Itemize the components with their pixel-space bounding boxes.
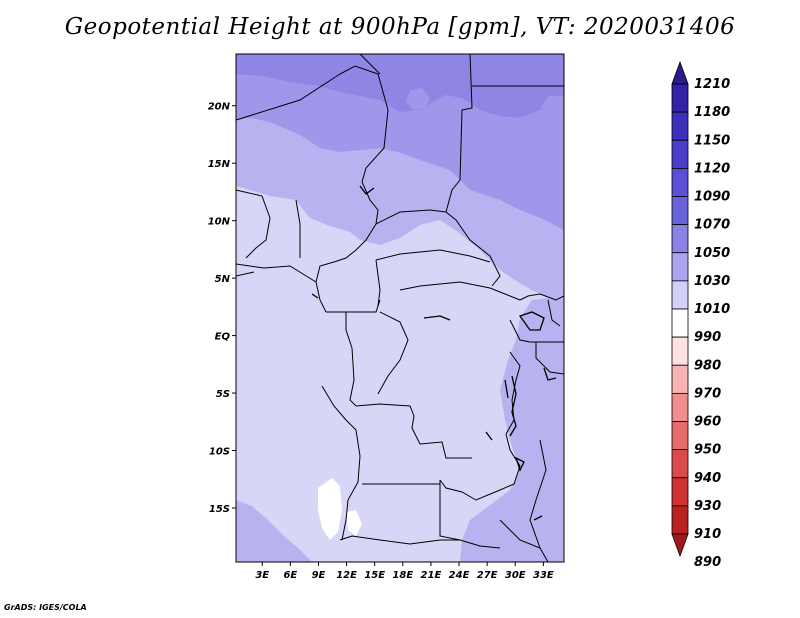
lon-tick-label: 33E [533,570,554,581]
latitude-axis: 20N 15N 10N 5N EQ 5S 10S 15S [208,102,236,515]
colorbar-segment [671,224,689,254]
colorbar-label: 970 [694,386,721,401]
grads-credit: GrADS: IGES/COLA [4,603,87,612]
colorbar-segment [671,252,689,282]
colorbar-label: 990 [694,330,721,345]
colorbar-top-arrow [671,60,689,85]
colorbar-segment [671,308,689,338]
lon-tick-label: 24E [449,570,470,581]
lon-tick-label: 21E [421,570,442,581]
lon-tick-label: 12E [336,570,357,581]
colorbar-segment [671,139,689,169]
lon-tick-label: 3E [255,570,269,581]
lat-tick-label: 15N [208,159,231,170]
colorbar-label: 910 [694,527,721,542]
colorbar-segment [671,392,689,422]
colorbar-label: 940 [694,471,721,486]
colorbar-label: 1120 [694,161,730,176]
colorbar-label: 1010 [694,302,730,317]
colorbar-segment [671,111,689,141]
colorbar-bottom-arrow [671,533,689,558]
contour-field [236,54,564,562]
field-990-region-2 [346,510,362,536]
colorbar-segment [671,505,689,535]
lon-tick-label: 18E [392,570,413,581]
country-borders [236,54,564,562]
field-1090-region-north [406,88,430,110]
lakes [311,185,557,521]
colorbar-segment [671,83,689,113]
colorbar-label: 890 [694,555,721,570]
colorbar-label: 1210 [694,77,730,92]
colorbar-label: 1180 [694,105,730,120]
map-title: Geopotential Height at 900hPa [gpm], VT:… [64,14,736,40]
lat-tick-label: 15S [209,504,230,515]
colorbar-segment [671,364,689,394]
colorbar-label: 1070 [694,218,730,233]
colorbar-label: 1090 [694,190,730,205]
lon-tick-label: 30E [505,570,526,581]
colorbar-label: 950 [694,443,721,458]
lat-tick-label: 20N [208,102,231,113]
field-1030-region-east [460,298,564,562]
lat-tick-label: 10S [209,447,230,458]
colorbar-label: 1050 [694,246,730,261]
colorbar-label: 960 [694,415,721,430]
colorbar-segment [671,421,689,451]
colorbar-segment [671,336,689,366]
lon-tick-label: 15E [364,570,385,581]
lat-tick-label: 5N [215,274,231,285]
lon-tick-label: 6E [283,570,297,581]
colorbar-label: 980 [694,358,721,373]
colorbar-segment [671,477,689,507]
lat-tick-label: EQ [215,332,231,343]
longitude-axis: 3E 6E 9E 12E 15E 18E 21E 24E 27E 30E 33E [255,562,554,581]
lat-tick-label: 10N [208,217,231,228]
colorbar-label: 1150 [694,133,730,148]
lon-tick-label: 27E [477,570,498,581]
colorbar-segment [671,280,689,310]
field-990-region [318,478,342,540]
colorbar-label: 1030 [694,274,730,289]
colorbar-label: 930 [694,499,721,514]
field-1070-region-north [236,54,564,118]
colorbar-segment [671,167,689,197]
lon-tick-label: 9E [312,570,326,581]
lat-tick-label: 5S [216,389,230,400]
field-1030-region-southwest [236,500,312,562]
colorbar: 1210 1180 1150 1120 1090 1070 1050 1030 1010 990 9… [671,60,730,570]
colorbar-segment [671,196,689,226]
colorbar-segment [671,449,689,479]
map-frame [235,53,565,563]
